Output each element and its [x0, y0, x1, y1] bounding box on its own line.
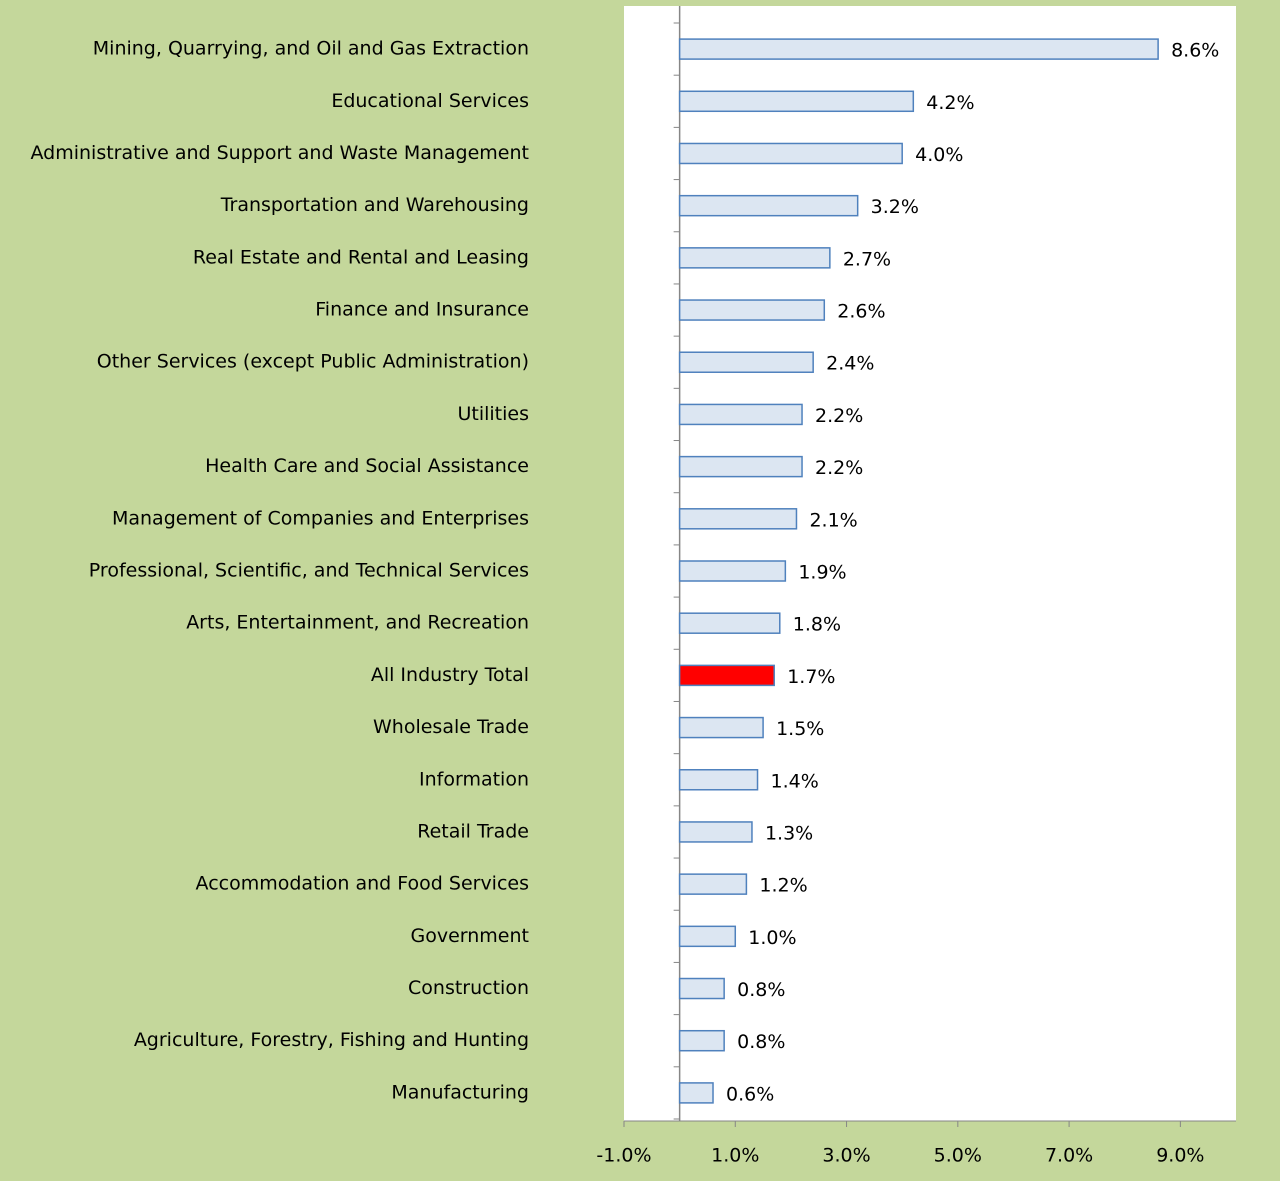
value-label: 4.0% [915, 144, 963, 166]
x-tick-label: -1.0% [596, 1145, 651, 1167]
value-label: 1.2% [759, 875, 807, 897]
bar [678, 351, 814, 373]
y-tick-label: Other Services (except Public Administra… [97, 351, 529, 373]
bar [678, 716, 764, 739]
value-label: 2.7% [843, 248, 891, 270]
y-tick-label: Mining, Quarrying, and Oil and Gas Extra… [93, 38, 529, 60]
bar [678, 612, 781, 634]
y-tick-label: All Industry Total [371, 664, 529, 686]
bar [678, 403, 803, 426]
value-label: 1.8% [793, 614, 841, 636]
value-label: 2.2% [815, 457, 863, 479]
bar [678, 977, 725, 1000]
bar [678, 1082, 714, 1104]
value-label: 1.7% [787, 666, 835, 688]
value-label: 0.8% [737, 979, 785, 1001]
x-tick-label: 9.0% [1156, 1145, 1204, 1167]
bar [678, 142, 903, 165]
y-tick-label: Finance and Insurance [315, 299, 529, 321]
y-tick-label: Health Care and Social Assistance [205, 455, 529, 477]
y-tick-label: Professional, Scientific, and Technical … [89, 560, 529, 582]
y-tick-label: Wholesale Trade [373, 716, 529, 738]
value-label: 1.9% [798, 562, 846, 584]
y-tick-label: Utilities [457, 403, 529, 425]
y-tick-label: Construction [408, 977, 529, 999]
bar [678, 664, 775, 687]
bar [678, 821, 753, 843]
value-label: 8.6% [1171, 40, 1219, 62]
y-tick-label: Arts, Entertainment, and Recreation [186, 612, 529, 634]
bar [678, 194, 859, 217]
value-label: 0.6% [726, 1083, 774, 1105]
bar [678, 925, 737, 948]
y-tick-label: Educational Services [331, 90, 529, 112]
y-tick-label: Manufacturing [391, 1081, 529, 1103]
y-tick-label: Retail Trade [417, 820, 529, 842]
bar [678, 247, 831, 269]
bar [678, 508, 798, 530]
x-tick-label: 7.0% [1045, 1145, 1093, 1167]
value-label: 3.2% [871, 196, 919, 218]
value-label: 2.1% [809, 509, 857, 531]
bar [678, 455, 803, 478]
value-label: 4.2% [926, 92, 974, 114]
y-tick-label: Accommodation and Food Services [196, 873, 529, 895]
bar [678, 90, 915, 113]
x-tick-label: 5.0% [934, 1145, 982, 1167]
y-tick-label: Agriculture, Forestry, Fishing and Hunti… [134, 1029, 529, 1051]
y-tick-label: Transportation and Warehousing [220, 194, 529, 216]
value-label: 1.5% [776, 718, 824, 740]
value-label: 2.4% [826, 353, 874, 375]
bar [678, 769, 759, 791]
bar [678, 873, 748, 895]
x-tick-label: 1.0% [711, 1145, 759, 1167]
value-label: 1.4% [771, 770, 819, 792]
value-label: 0.8% [737, 1031, 785, 1053]
value-label: 1.3% [765, 822, 813, 844]
y-tick-label: Management of Companies and Enterprises [112, 507, 529, 529]
value-label: 1.0% [748, 927, 796, 949]
value-label: 2.6% [837, 301, 885, 323]
y-tick-label: Administrative and Support and Waste Man… [30, 142, 529, 164]
bar [678, 38, 1159, 60]
y-tick-label: Government [411, 925, 530, 947]
bar [678, 299, 826, 321]
value-label: 2.2% [815, 405, 863, 427]
bar [678, 560, 787, 582]
y-tick-label: Information [419, 768, 529, 790]
x-tick-label: 3.0% [822, 1145, 870, 1167]
bar [678, 1029, 725, 1052]
y-tick-label: Real Estate and Rental and Leasing [193, 246, 529, 268]
